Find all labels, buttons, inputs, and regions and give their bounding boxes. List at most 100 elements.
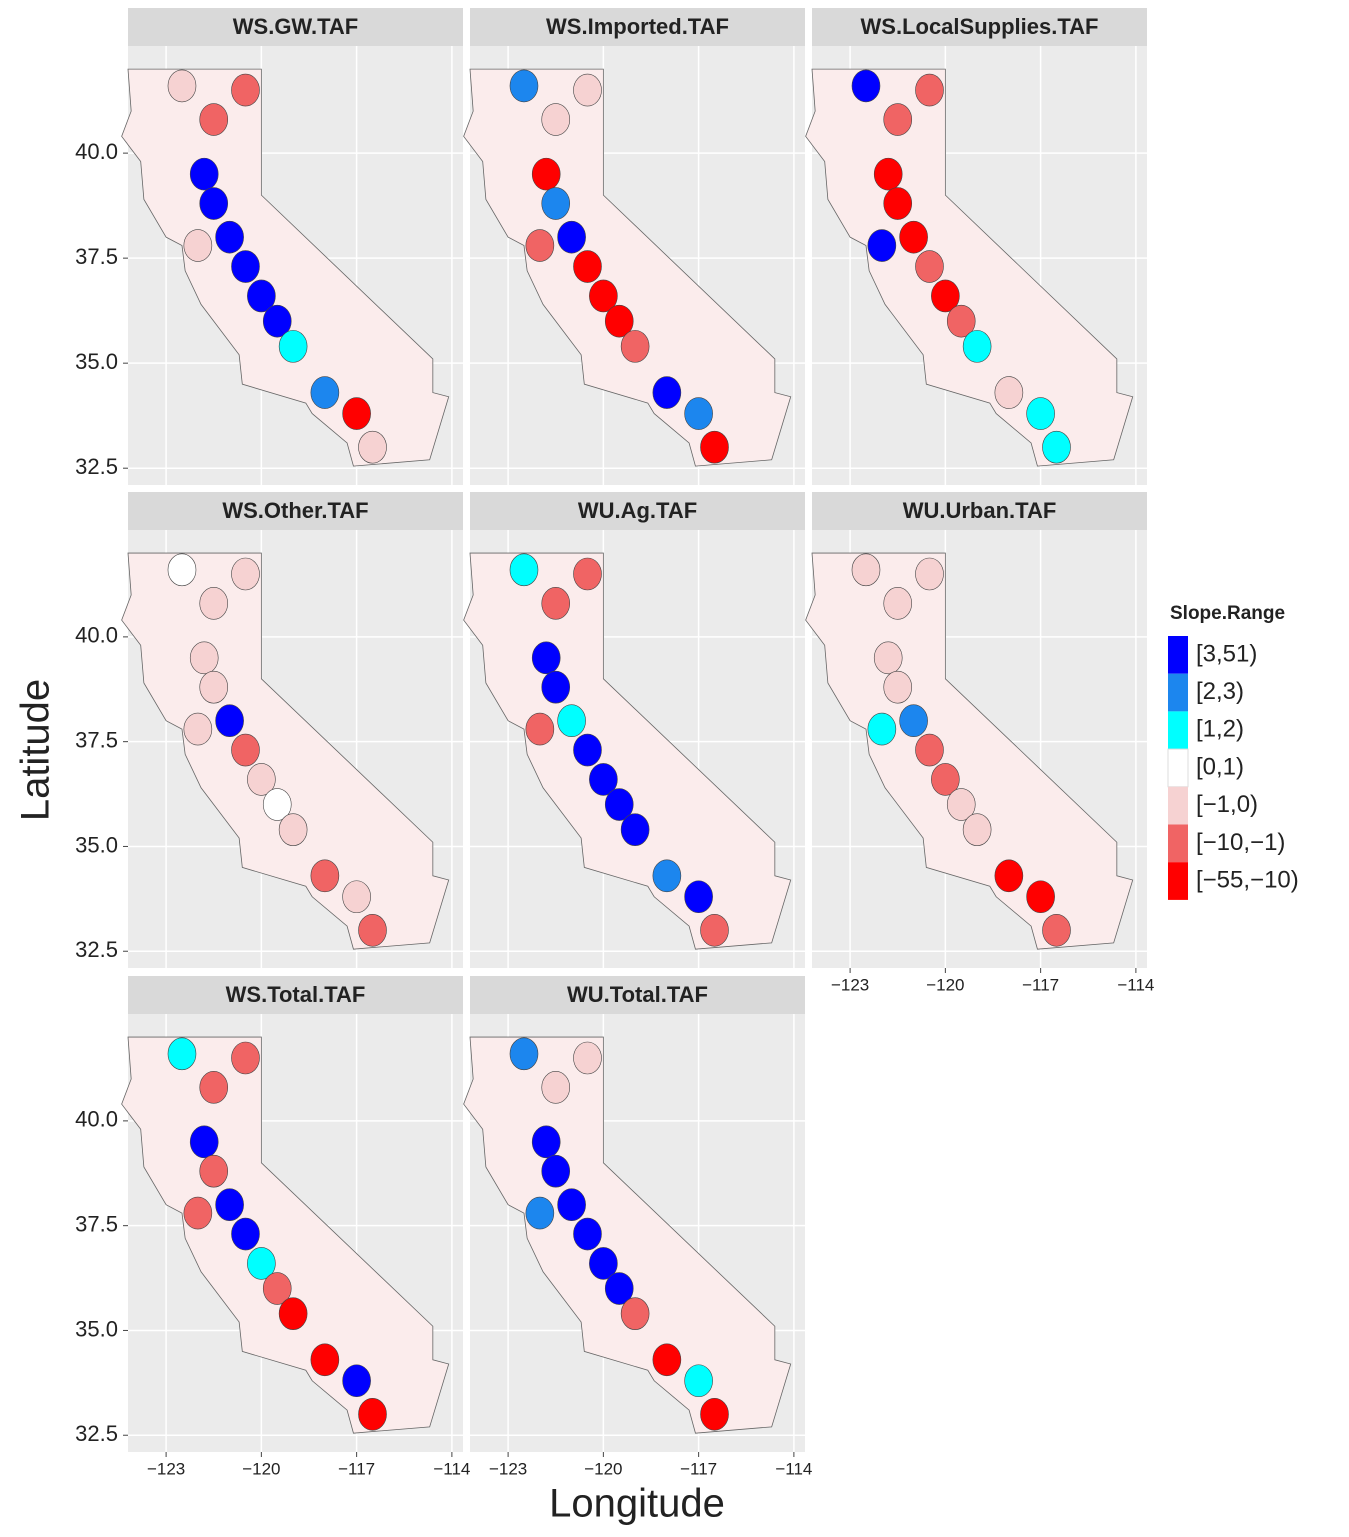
strip — [470, 8, 805, 46]
x-tick-label: −117 — [338, 1459, 375, 1478]
x-tick-label: −123 — [147, 1459, 185, 1478]
y-tick-label: 35.0 — [75, 1316, 118, 1341]
region — [525, 1196, 555, 1230]
region — [620, 330, 650, 363]
region — [189, 157, 219, 191]
legend-key — [1168, 862, 1188, 900]
y-axis-title: Latitude — [14, 679, 58, 821]
map — [463, 46, 805, 485]
region — [589, 1247, 618, 1280]
legend-label: [2,3) — [1196, 678, 1244, 705]
strip — [812, 8, 1147, 46]
legend-label: [0,1) — [1196, 753, 1244, 780]
region — [541, 187, 571, 220]
region — [247, 763, 276, 796]
facet-title: WS.Imported.TAF — [546, 14, 729, 39]
map — [805, 46, 1147, 485]
region — [557, 704, 586, 738]
region — [167, 69, 197, 103]
region — [541, 103, 571, 136]
region — [883, 103, 913, 136]
region — [684, 397, 713, 430]
region — [531, 641, 561, 675]
y-tick-label: 40.0 — [75, 1107, 118, 1132]
map — [121, 530, 463, 968]
region — [652, 1343, 682, 1377]
region — [183, 229, 213, 262]
region — [899, 704, 928, 738]
region — [915, 73, 944, 107]
region — [541, 1071, 571, 1104]
region — [262, 304, 292, 338]
legend-key — [1168, 711, 1188, 750]
facet-title: WS.Total.TAF — [226, 982, 366, 1007]
region — [310, 859, 340, 893]
region — [310, 1343, 340, 1377]
region — [873, 157, 903, 191]
strip — [470, 976, 805, 1014]
y-tick-label: 35.0 — [75, 832, 118, 857]
region — [541, 587, 571, 620]
x-tick-label: −120 — [584, 1459, 622, 1478]
region — [525, 712, 555, 746]
region — [231, 733, 260, 767]
facet-title: WS.LocalSupplies.TAF — [861, 14, 1099, 39]
region — [557, 1188, 586, 1222]
region — [962, 330, 992, 363]
region — [573, 557, 602, 591]
facet-title: WU.Urban.TAF — [903, 498, 1057, 523]
region — [231, 250, 260, 283]
region — [231, 73, 260, 107]
region — [883, 187, 913, 220]
facet-title: WS.GW.TAF — [233, 14, 358, 39]
region — [573, 1217, 602, 1251]
region — [589, 279, 618, 313]
region — [541, 1154, 571, 1188]
y-tick-label: 40.0 — [75, 623, 118, 648]
region — [247, 1247, 276, 1280]
x-tick-label: −114 — [433, 1459, 470, 1478]
strip — [128, 8, 463, 46]
map — [121, 46, 463, 485]
region — [652, 859, 682, 893]
region — [915, 250, 944, 283]
y-tick-label: 37.5 — [75, 1211, 118, 1236]
region — [994, 859, 1024, 893]
x-tick-label: −114 — [775, 1459, 812, 1478]
region — [1042, 913, 1071, 947]
region — [915, 733, 944, 767]
region — [873, 641, 903, 675]
region — [899, 220, 928, 254]
region — [589, 763, 618, 796]
region — [573, 250, 602, 283]
region — [883, 670, 913, 704]
region — [684, 1364, 713, 1398]
x-tick-label: −117 — [1022, 975, 1059, 994]
region — [946, 304, 976, 338]
region — [358, 1397, 387, 1431]
region — [278, 1297, 308, 1330]
map — [463, 1014, 805, 1452]
region — [358, 913, 387, 947]
region — [652, 376, 682, 409]
region — [509, 553, 539, 587]
region — [183, 1196, 213, 1230]
region — [1026, 397, 1055, 430]
strip — [128, 976, 463, 1014]
map — [805, 530, 1147, 968]
region — [199, 670, 229, 704]
region — [509, 1037, 539, 1071]
region — [199, 1154, 229, 1188]
region — [700, 1397, 729, 1431]
legend-key — [1168, 824, 1188, 863]
legend-label: [−1,0) — [1196, 791, 1258, 818]
legend-key — [1168, 636, 1188, 674]
region — [604, 304, 634, 338]
strip — [128, 492, 463, 530]
y-tick-label: 37.5 — [75, 244, 118, 269]
region — [262, 788, 292, 821]
strip — [812, 492, 1147, 530]
legend-key — [1167, 748, 1189, 788]
region — [231, 1041, 260, 1075]
